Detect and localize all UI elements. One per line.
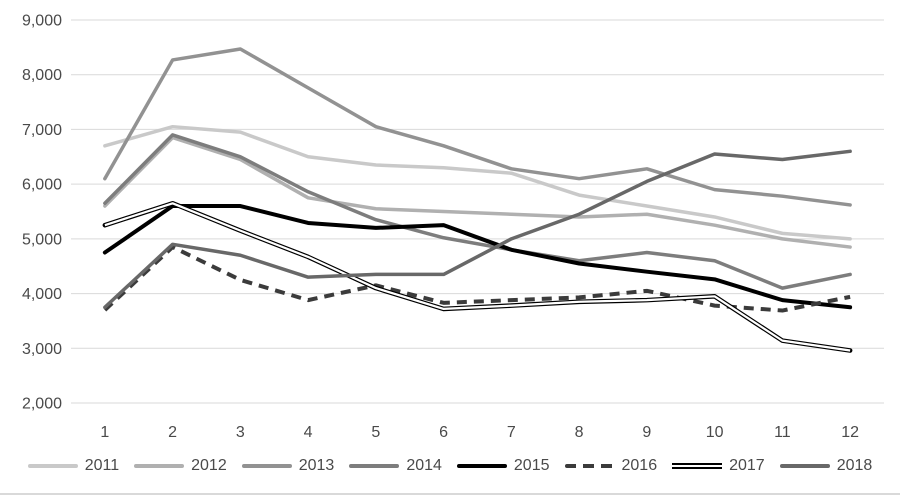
x-tick-label-8: 8 xyxy=(575,424,584,441)
x-tick-label-7: 7 xyxy=(507,424,516,441)
legend-label-2018: 2018 xyxy=(836,457,873,474)
legend-label-2017: 2017 xyxy=(729,457,765,474)
series-line-2017-inner xyxy=(104,202,851,352)
legend-label-2016: 2016 xyxy=(621,457,658,474)
legend-swatch-2015 xyxy=(456,464,507,468)
x-tick-label-12: 12 xyxy=(841,424,859,441)
legend-item-2013: 2013 xyxy=(241,457,335,475)
y-tick-label-8000: 8,000 xyxy=(22,67,62,84)
y-axis-tick-labels: 2,000 3,000 4,000 5,000 6,000 7,000 8,000 9,000 xyxy=(22,13,62,413)
x-tick-label-9: 9 xyxy=(642,424,651,441)
legend-swatch-2012 xyxy=(134,464,185,468)
y-tick-label-3000: 3,000 xyxy=(22,341,62,358)
x-tick-label-1: 1 xyxy=(100,424,109,441)
x-tick-label-5: 5 xyxy=(371,424,380,441)
legend-swatch-2011 xyxy=(27,464,78,468)
series-line-2015 xyxy=(102,204,853,310)
y-tick-label-5000: 5,000 xyxy=(22,231,62,248)
legend-item-2014: 2014 xyxy=(349,457,442,475)
legend-label-2013: 2013 xyxy=(298,457,335,474)
x-tick-label-3: 3 xyxy=(236,424,245,441)
series-line-2012 xyxy=(103,135,852,249)
legend-item-2012: 2012 xyxy=(134,457,227,475)
series-lines xyxy=(102,47,853,353)
legend-item-2018: 2018 xyxy=(779,457,873,475)
legend-swatch-2013 xyxy=(241,464,292,468)
y-tick-label-2000: 2,000 xyxy=(22,396,62,413)
series-line-2018 xyxy=(103,149,852,309)
legend-label-2015: 2015 xyxy=(513,457,550,474)
x-tick-label-6: 6 xyxy=(439,424,448,441)
legend-item-2016: 2016 xyxy=(564,457,658,475)
x-tick-label-10: 10 xyxy=(706,424,724,441)
legend: 2011 2012 2013 2014 2015 2016 2017 2018 xyxy=(0,452,900,480)
x-tick-label-2: 2 xyxy=(168,424,177,441)
legend-item-2017: 2017 xyxy=(672,457,765,475)
plot-area: 2,000 3,000 4,000 5,000 6,000 7,000 8,000 9,000… xyxy=(22,13,884,441)
y-tick-label-4000: 4,000 xyxy=(22,286,62,303)
y-tick-label-9000: 9,000 xyxy=(22,13,62,30)
x-tick-label-4: 4 xyxy=(304,424,313,441)
series-line-2014 xyxy=(103,133,852,290)
legend-swatch-2016 xyxy=(564,464,615,468)
legend-item-2015: 2015 xyxy=(456,457,550,475)
legend-swatch-2017 xyxy=(672,463,723,469)
legend-label-2012: 2012 xyxy=(191,457,227,474)
series-line-2017 xyxy=(102,200,853,353)
y-tick-label-6000: 6,000 xyxy=(22,177,62,194)
legend-item-2011: 2011 xyxy=(27,457,120,475)
series-line-2011 xyxy=(103,124,852,241)
legend-swatch-2018 xyxy=(779,464,830,468)
series-line-2013 xyxy=(103,47,852,207)
x-tick-label-11: 11 xyxy=(774,424,791,441)
x-axis-tick-labels: 1 2 3 4 5 6 7 8 9 10 11 12 xyxy=(100,424,859,441)
legend-label-2014: 2014 xyxy=(406,457,442,474)
legend-label-2011: 2011 xyxy=(84,457,120,474)
series-line-2016 xyxy=(103,245,851,313)
legend-swatch-2014 xyxy=(349,464,400,468)
y-tick-label-7000: 7,000 xyxy=(22,122,62,139)
